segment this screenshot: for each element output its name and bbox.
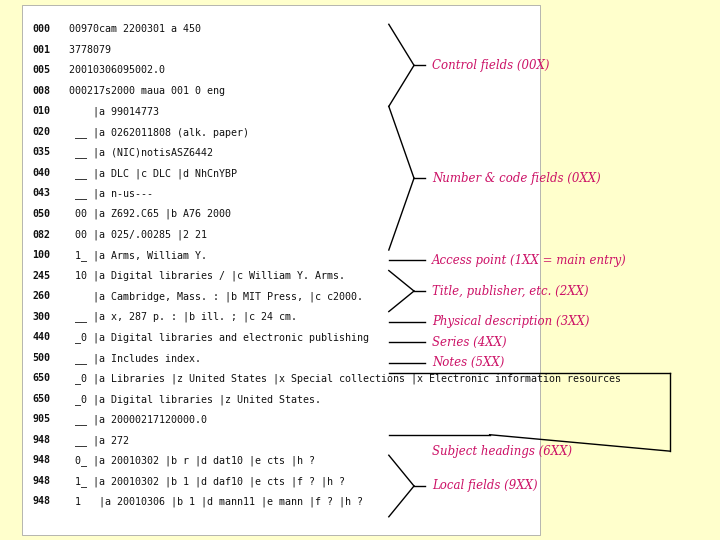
Text: __ |a (NIC)notisASZ6442: __ |a (NIC)notisASZ6442 <box>63 147 212 158</box>
Text: 245: 245 <box>32 271 50 281</box>
Text: 300: 300 <box>32 312 50 322</box>
Text: 050: 050 <box>32 209 50 219</box>
Text: 948: 948 <box>32 496 50 507</box>
Text: 3778079: 3778079 <box>63 45 111 55</box>
Text: 948: 948 <box>32 455 50 465</box>
Text: 000: 000 <box>32 24 50 35</box>
Text: 00970cam 2200301 a 450: 00970cam 2200301 a 450 <box>63 24 201 35</box>
Text: 082: 082 <box>32 230 50 240</box>
Text: __ |a 272: __ |a 272 <box>63 435 129 446</box>
Text: Physical description (3XX): Physical description (3XX) <box>432 315 590 328</box>
Text: __ |a 20000217120000.0: __ |a 20000217120000.0 <box>63 414 207 425</box>
Text: 905: 905 <box>32 414 50 424</box>
Text: 260: 260 <box>32 291 50 301</box>
Text: __ |a DLC |c DLC |d NhCnYBP: __ |a DLC |c DLC |d NhCnYBP <box>63 168 237 179</box>
Text: 0_ |a 20010302 |b r |d dat10 |e cts |h ?: 0_ |a 20010302 |b r |d dat10 |e cts |h ? <box>63 455 315 466</box>
Text: 020: 020 <box>32 127 50 137</box>
Text: __ |a n-us---: __ |a n-us--- <box>63 188 153 199</box>
Text: 008: 008 <box>32 86 50 96</box>
Text: __ |a 0262011808 (alk. paper): __ |a 0262011808 (alk. paper) <box>63 127 248 138</box>
Text: 948: 948 <box>32 476 50 486</box>
Text: 000217s2000 maua 001 0 eng: 000217s2000 maua 001 0 eng <box>63 86 225 96</box>
Text: 100: 100 <box>32 250 50 260</box>
Text: 00 |a Z692.C65 |b A76 2000: 00 |a Z692.C65 |b A76 2000 <box>63 209 230 219</box>
Text: 001: 001 <box>32 45 50 55</box>
Text: _0 |a Digital libraries |z United States.: _0 |a Digital libraries |z United States… <box>63 394 320 404</box>
Text: 1_ |a 20010302 |b 1 |d daf10 |e cts |f ? |h ?: 1_ |a 20010302 |b 1 |d daf10 |e cts |f ?… <box>63 476 345 487</box>
FancyBboxPatch shape <box>22 5 540 535</box>
Text: Access point (1XX = main entry): Access point (1XX = main entry) <box>432 254 626 267</box>
Text: 650: 650 <box>32 373 50 383</box>
Text: Local fields (9XX): Local fields (9XX) <box>432 480 538 492</box>
Text: 10 |a Digital libraries / |c William Y. Arms.: 10 |a Digital libraries / |c William Y. … <box>63 271 345 281</box>
Text: 043: 043 <box>32 188 50 199</box>
Text: 440: 440 <box>32 332 50 342</box>
Text: _0 |a Libraries |z United States |x Special collections |x Electronic informatio: _0 |a Libraries |z United States |x Spec… <box>63 373 621 384</box>
Text: 650: 650 <box>32 394 50 404</box>
Text: __ |a x, 287 p. : |b ill. ; |c 24 cm.: __ |a x, 287 p. : |b ill. ; |c 24 cm. <box>63 312 297 322</box>
Text: 010: 010 <box>32 106 50 117</box>
Text: Control fields (00X): Control fields (00X) <box>432 59 549 72</box>
Text: 20010306095002.0: 20010306095002.0 <box>63 65 165 76</box>
Text: __ |a Includes index.: __ |a Includes index. <box>63 353 201 363</box>
Text: Series (4XX): Series (4XX) <box>432 336 507 349</box>
Text: 035: 035 <box>32 147 50 158</box>
Text: 00 |a 025/.00285 |2 21: 00 |a 025/.00285 |2 21 <box>63 230 207 240</box>
Text: Number & code fields (0XX): Number & code fields (0XX) <box>432 172 600 185</box>
Text: Subject headings (6XX): Subject headings (6XX) <box>432 444 572 457</box>
Text: Notes (5XX): Notes (5XX) <box>432 356 505 369</box>
Text: Title, publisher, etc. (2XX): Title, publisher, etc. (2XX) <box>432 285 589 298</box>
Text: 005: 005 <box>32 65 50 76</box>
Text: 500: 500 <box>32 353 50 363</box>
Text: |a Cambridge, Mass. : |b MIT Press, |c c2000.: |a Cambridge, Mass. : |b MIT Press, |c c… <box>63 291 363 301</box>
Text: 1_ |a Arms, William Y.: 1_ |a Arms, William Y. <box>63 250 207 261</box>
Text: _0 |a Digital libraries and electronic publishing: _0 |a Digital libraries and electronic p… <box>63 332 369 343</box>
Text: 1   |a 20010306 |b 1 |d mann11 |e mann |f ? |h ?: 1 |a 20010306 |b 1 |d mann11 |e mann |f … <box>63 496 363 507</box>
Text: 948: 948 <box>32 435 50 445</box>
Text: 040: 040 <box>32 168 50 178</box>
Text: |a 99014773: |a 99014773 <box>63 106 158 117</box>
